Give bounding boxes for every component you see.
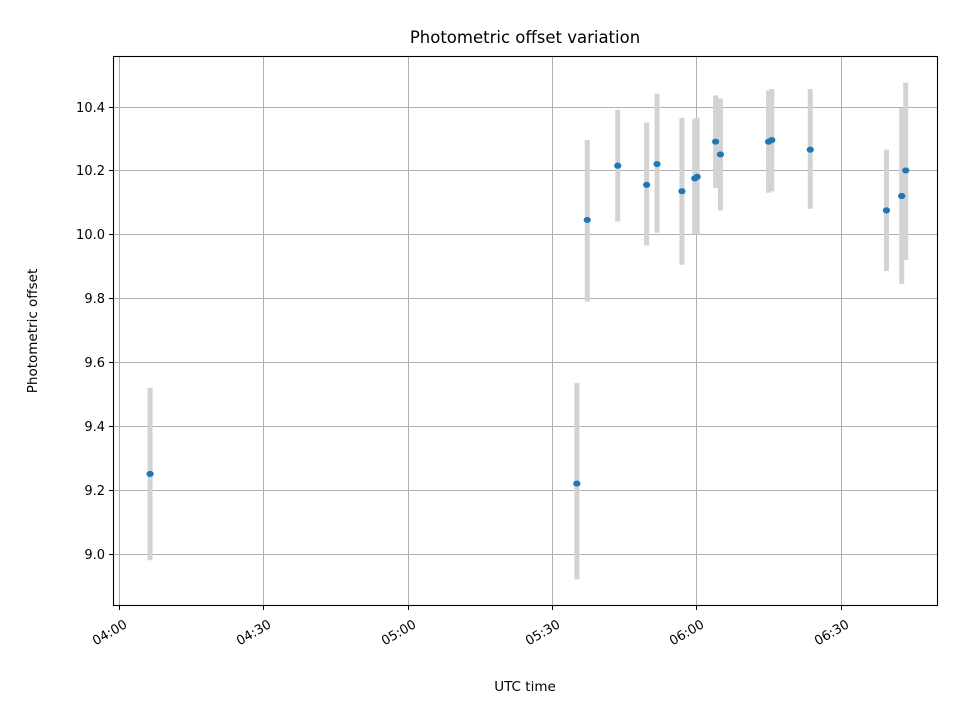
data-point — [614, 162, 622, 169]
x-tick-label: 06:00 — [667, 617, 707, 649]
data-point — [712, 138, 720, 145]
data-point — [573, 480, 581, 487]
y-tick-label: 9.8 — [84, 292, 105, 307]
y-tick-label: 10.0 — [76, 228, 105, 243]
y-tick-label: 10.2 — [76, 164, 105, 179]
data-point — [716, 151, 725, 158]
x-axis-label: UTC time — [494, 679, 556, 695]
data-point — [693, 173, 701, 180]
plot-frame — [112, 55, 939, 607]
x-tick-label: 06:30 — [812, 617, 852, 649]
data-point — [902, 167, 910, 174]
y-axis-ticks: 9.0 9.2 9.4 9.6 9.8 10.0 10.2 10.4 — [76, 101, 114, 563]
data-point — [146, 470, 154, 478]
data-point — [643, 181, 651, 188]
y-axis-label: Photometric offset — [25, 269, 41, 393]
grid-lines — [114, 57, 937, 605]
x-axis-ticks: 04:00 04:30 05:00 05:30 06:00 06:30 — [90, 605, 852, 649]
x-tick-label: 04:00 — [90, 617, 130, 649]
x-tick-label: 05:00 — [379, 617, 419, 649]
data-point — [768, 136, 776, 144]
y-tick-label: 9.0 — [84, 548, 105, 563]
y-tick-label: 10.4 — [76, 101, 105, 116]
x-tick-label: 04:30 — [234, 617, 274, 649]
chart-title: Photometric offset variation — [410, 28, 640, 47]
x-tick-label: 05:30 — [523, 617, 563, 649]
data-point — [882, 207, 891, 214]
data-point — [898, 192, 906, 200]
data-point — [653, 160, 661, 168]
data-point — [678, 188, 686, 195]
data-point — [583, 216, 591, 224]
data-point — [806, 146, 814, 153]
y-tick-label: 9.2 — [84, 484, 105, 499]
y-tick-label: 9.4 — [84, 420, 105, 435]
y-tick-label: 9.6 — [84, 356, 105, 371]
data-points — [146, 136, 910, 487]
